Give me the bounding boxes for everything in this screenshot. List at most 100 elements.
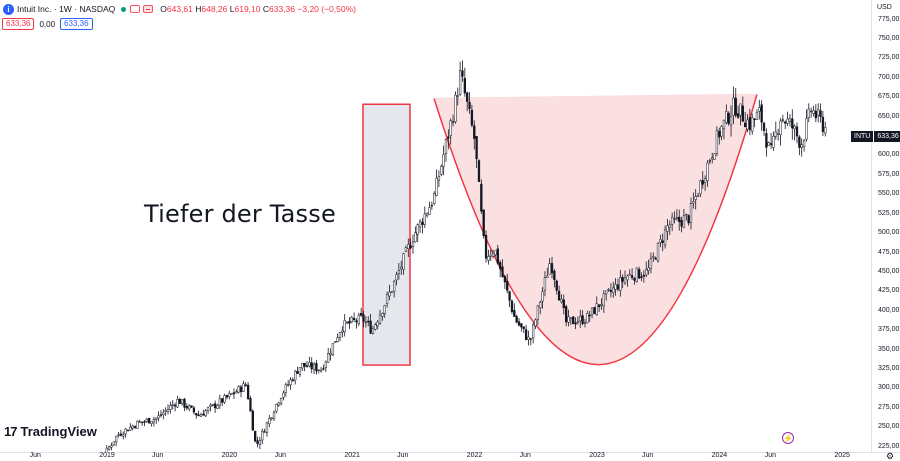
candle-body [209, 404, 212, 407]
candle [791, 109, 794, 140]
candle-body [148, 417, 151, 424]
price-tick-label: 475,00 [878, 248, 900, 256]
candle-body [541, 291, 544, 302]
visibility-toggle-icon[interactable] [130, 5, 141, 13]
cup-curve [433, 94, 758, 366]
candle [588, 310, 591, 322]
candle-body [192, 407, 196, 413]
candle [772, 131, 775, 152]
candle-body [360, 312, 363, 316]
candle-body [567, 316, 570, 323]
candle-body [706, 162, 709, 181]
candle-body [503, 275, 507, 283]
candle [557, 285, 561, 301]
candle-body [112, 441, 115, 445]
candle [593, 306, 596, 315]
candle-body [524, 329, 528, 340]
candle [607, 288, 610, 292]
text-annotation[interactable]: Tiefer der Tasse [144, 200, 336, 228]
candle [169, 401, 172, 414]
candle [183, 397, 186, 412]
price-tick-label: 750,00 [878, 35, 900, 43]
candle-body [588, 314, 591, 317]
candle [148, 417, 151, 424]
candle [807, 103, 810, 123]
candle-body [411, 241, 415, 247]
candle-body [748, 117, 752, 131]
candle [279, 397, 283, 406]
candle-body [435, 177, 438, 196]
candle-body [414, 232, 417, 243]
candle [468, 92, 471, 114]
candle-body [593, 307, 596, 314]
candle-body [755, 112, 759, 120]
price-chart[interactable] [0, 0, 871, 452]
buy-button[interactable]: 633,36 [60, 18, 93, 30]
candle [682, 208, 686, 229]
market-status-icon[interactable] [121, 6, 127, 12]
candle-body [270, 417, 273, 420]
candle [640, 272, 643, 282]
time-tick-label: 2019 [99, 452, 115, 459]
candle [520, 323, 523, 332]
candle-body [282, 392, 285, 398]
candle [642, 270, 646, 283]
sell-button[interactable]: 633,36 [2, 18, 35, 30]
gear-icon[interactable]: ⚙ [886, 451, 895, 461]
candle-body [788, 118, 792, 122]
candle [393, 279, 396, 298]
candle-body [440, 165, 443, 175]
candle-body [701, 180, 704, 185]
candle-body [713, 153, 716, 160]
candle [449, 118, 452, 145]
cup-shape [434, 94, 757, 365]
candle-body [607, 289, 610, 291]
candle-body [256, 440, 259, 444]
time-axis[interactable] [0, 452, 900, 461]
candle-body [418, 220, 422, 228]
candle [619, 269, 622, 297]
price-tick-label: 725,00 [878, 54, 900, 62]
candle-body [699, 180, 702, 195]
candle [597, 304, 601, 312]
candle-body [390, 291, 393, 293]
candle [284, 382, 287, 397]
candle-body [645, 269, 648, 276]
tradingview-logo[interactable]: 17 TradingView [4, 424, 97, 439]
candle-body [489, 254, 492, 257]
candle-body [188, 405, 191, 410]
candle-body [327, 353, 330, 363]
candle [727, 111, 730, 126]
price-axis[interactable] [871, 0, 900, 452]
candle [157, 411, 160, 422]
symbol-title[interactable]: Intuit Inc. · 1W · NASDAQ [17, 4, 116, 14]
candle-body [772, 136, 775, 148]
candle [235, 389, 238, 394]
candle [614, 278, 617, 296]
candle [711, 152, 714, 164]
candle [732, 86, 735, 124]
candle-body [718, 130, 721, 138]
candle-body [809, 110, 813, 113]
candle [162, 408, 165, 420]
candle-body [150, 421, 153, 424]
candle [166, 404, 170, 415]
lightning-icon[interactable]: ⚡ [782, 432, 794, 444]
candle [475, 135, 478, 169]
candle-body [329, 352, 332, 356]
chart-plot-area[interactable]: i Intuit Inc. · 1W · NASDAQ O643,61 H648… [0, 0, 871, 452]
candle [124, 427, 127, 438]
candle [595, 296, 598, 316]
candle [817, 103, 820, 123]
hide-legend-icon[interactable] [143, 5, 154, 13]
symbol-logo-icon: i [3, 3, 14, 15]
spread-value: 0,00 [39, 19, 56, 29]
time-tick-label: Jun [29, 452, 41, 459]
candle-body [520, 323, 523, 328]
candle [600, 298, 603, 310]
candle-body [242, 383, 245, 392]
candle [536, 304, 540, 326]
currency-label[interactable]: USD [877, 4, 892, 11]
candle-body [491, 252, 495, 257]
candle-body [369, 320, 372, 334]
